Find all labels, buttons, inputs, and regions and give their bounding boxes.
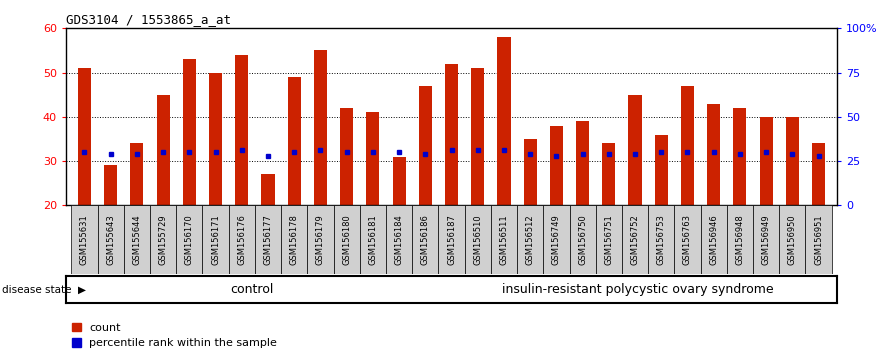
Bar <box>235 55 248 205</box>
Text: GSM156180: GSM156180 <box>342 215 352 265</box>
Bar <box>314 51 327 205</box>
Text: GSM156510: GSM156510 <box>473 215 482 265</box>
Text: GSM156951: GSM156951 <box>814 215 823 265</box>
Bar <box>596 205 622 274</box>
Bar <box>78 68 91 205</box>
Bar <box>209 73 222 205</box>
Bar <box>229 205 255 274</box>
Bar <box>780 205 805 274</box>
Bar <box>393 156 405 205</box>
Text: GSM156176: GSM156176 <box>237 215 247 265</box>
Bar <box>491 205 517 274</box>
Bar <box>287 77 300 205</box>
Text: GSM156752: GSM156752 <box>631 215 640 265</box>
Bar <box>359 205 386 274</box>
Bar <box>523 139 537 205</box>
Text: insulin-resistant polycystic ovary syndrome: insulin-resistant polycystic ovary syndr… <box>502 283 774 296</box>
Text: GSM156511: GSM156511 <box>500 215 508 265</box>
Text: GSM156186: GSM156186 <box>421 215 430 265</box>
Bar <box>418 86 432 205</box>
Bar <box>759 117 773 205</box>
Bar <box>603 143 616 205</box>
Bar <box>681 86 694 205</box>
Bar <box>812 143 825 205</box>
Bar <box>498 37 510 205</box>
Bar <box>386 205 412 274</box>
Text: control: control <box>231 283 274 296</box>
Bar <box>98 205 123 274</box>
Bar <box>176 205 203 274</box>
Text: GSM155631: GSM155631 <box>80 215 89 265</box>
Bar <box>727 205 753 274</box>
Bar <box>544 205 569 274</box>
Bar <box>471 68 485 205</box>
Bar <box>439 205 464 274</box>
Text: GSM156170: GSM156170 <box>185 215 194 265</box>
Text: GSM155729: GSM155729 <box>159 215 167 265</box>
Bar <box>655 135 668 205</box>
Text: GSM156751: GSM156751 <box>604 215 613 265</box>
Text: GSM156179: GSM156179 <box>316 215 325 265</box>
Bar <box>576 121 589 205</box>
Bar <box>517 205 544 274</box>
Text: GSM155643: GSM155643 <box>106 215 115 265</box>
Text: GSM156177: GSM156177 <box>263 215 272 265</box>
Text: GSM156763: GSM156763 <box>683 214 692 266</box>
Text: GSM155644: GSM155644 <box>132 215 141 265</box>
Bar <box>464 205 491 274</box>
Bar <box>203 205 229 274</box>
Bar <box>334 205 359 274</box>
Bar <box>569 205 596 274</box>
Text: GSM156749: GSM156749 <box>552 215 561 265</box>
Bar <box>71 205 98 274</box>
Text: GSM156750: GSM156750 <box>578 215 587 265</box>
Text: GSM156753: GSM156753 <box>656 215 666 265</box>
Text: GSM156184: GSM156184 <box>395 215 403 265</box>
Text: GDS3104 / 1553865_a_at: GDS3104 / 1553865_a_at <box>66 13 231 26</box>
Bar <box>262 175 275 205</box>
Bar <box>150 205 176 274</box>
Legend: count, percentile rank within the sample: count, percentile rank within the sample <box>71 322 278 348</box>
Bar <box>707 104 721 205</box>
Bar <box>104 166 117 205</box>
Text: GSM156950: GSM156950 <box>788 215 797 265</box>
Text: GSM156949: GSM156949 <box>762 215 771 265</box>
Text: GSM156171: GSM156171 <box>211 215 220 265</box>
Bar <box>281 205 307 274</box>
Text: disease state  ▶: disease state ▶ <box>2 284 85 295</box>
Text: GSM156946: GSM156946 <box>709 215 718 265</box>
Bar <box>123 205 150 274</box>
Bar <box>412 205 439 274</box>
Bar <box>733 108 746 205</box>
Text: GSM156512: GSM156512 <box>526 215 535 265</box>
Bar <box>700 205 727 274</box>
Bar <box>366 113 380 205</box>
Bar <box>753 205 780 274</box>
Text: GSM156187: GSM156187 <box>447 215 456 265</box>
Bar <box>130 143 144 205</box>
Bar <box>648 205 674 274</box>
Bar <box>445 64 458 205</box>
Bar <box>628 95 641 205</box>
Text: GSM156178: GSM156178 <box>290 215 299 265</box>
Bar <box>674 205 700 274</box>
Bar <box>255 205 281 274</box>
Bar <box>340 108 353 205</box>
Text: GSM156181: GSM156181 <box>368 215 377 265</box>
Bar <box>805 205 832 274</box>
Bar <box>550 126 563 205</box>
Bar <box>157 95 170 205</box>
Text: GSM156948: GSM156948 <box>736 215 744 265</box>
Bar <box>786 117 799 205</box>
Bar <box>307 205 334 274</box>
Bar <box>182 59 196 205</box>
Bar <box>622 205 648 274</box>
